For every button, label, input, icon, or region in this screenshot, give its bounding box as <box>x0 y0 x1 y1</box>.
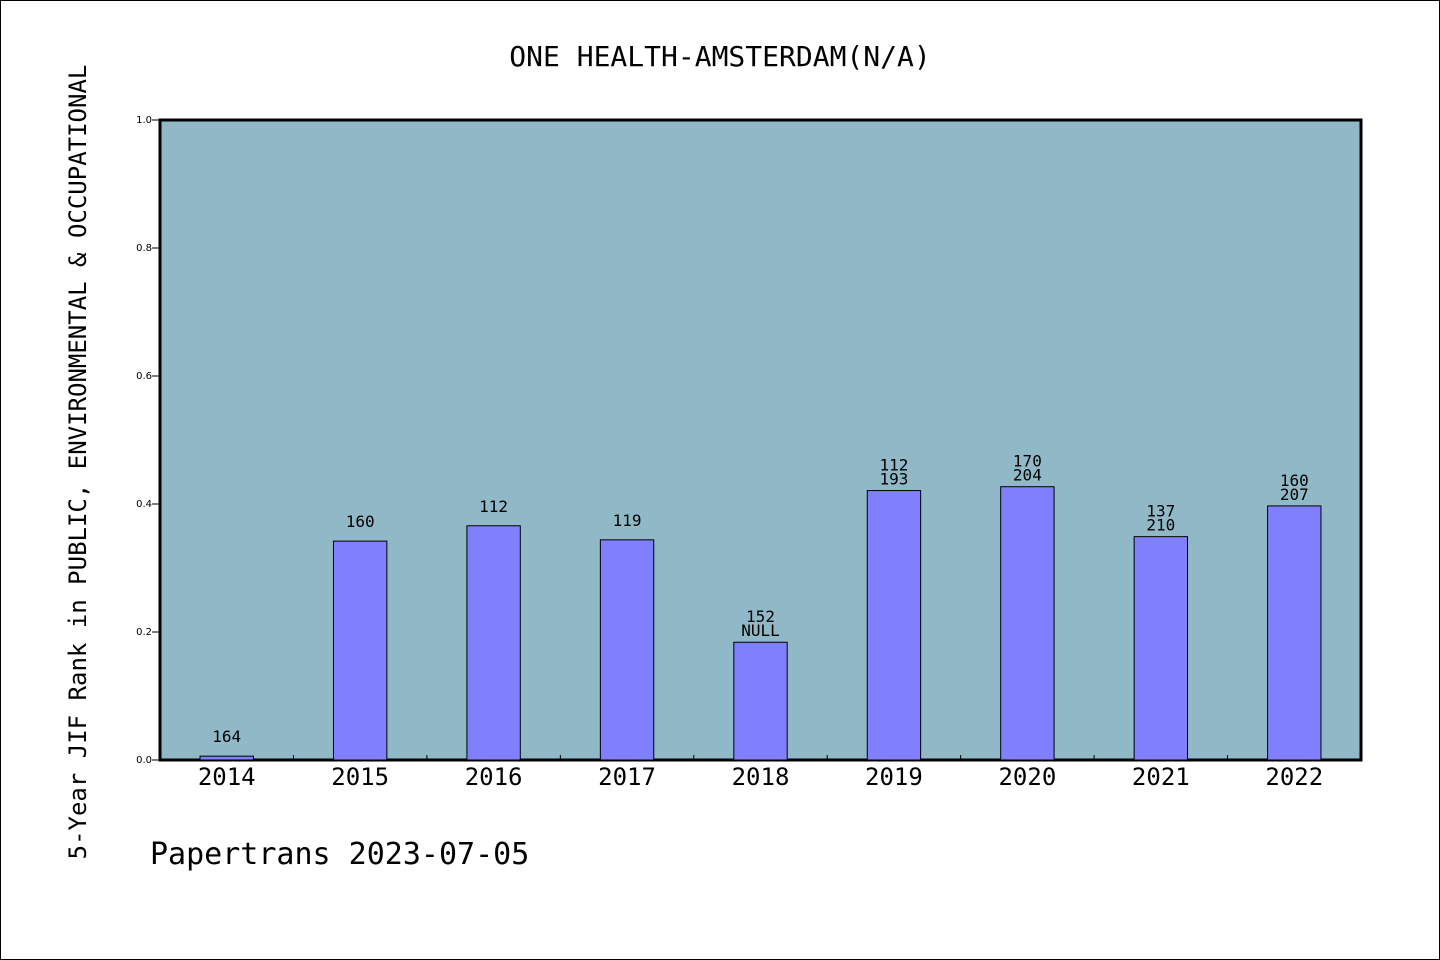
bar-data-label: 207 <box>1280 485 1309 504</box>
bar-data-label: 137 <box>1146 502 1175 521</box>
chart-title: ONE HEALTH-AMSTERDAM(N/A) <box>509 40 930 73</box>
y-tick-label: 0.4 <box>136 499 152 510</box>
bar-data-label: 193 <box>879 470 908 489</box>
bar-2021 <box>1133 536 1189 761</box>
y-axis-label: 5-Year JIF Rank in PUBLIC, ENVIRONMENTAL… <box>64 65 92 860</box>
bar-data-label: 160 <box>1280 471 1309 490</box>
bar-data-label: 204 <box>1013 466 1042 485</box>
bar-2022 <box>1267 505 1322 761</box>
x-tick-label: 2019 <box>865 763 923 791</box>
x-tick-label: 2020 <box>998 763 1056 791</box>
bar-data-label: 164 <box>212 727 241 746</box>
bar-data-label: 160 <box>346 512 375 531</box>
bar-data-label: 119 <box>613 511 642 530</box>
x-tick-label: 2014 <box>198 763 256 791</box>
bar-2015 <box>332 540 388 761</box>
x-tick-label: 2016 <box>465 763 523 791</box>
bar-2014 <box>199 755 254 761</box>
x-tick-label: 2015 <box>331 763 389 791</box>
bar-data-label: 210 <box>1146 516 1175 535</box>
x-tick-label: 2018 <box>732 763 790 791</box>
bars <box>199 486 1322 761</box>
footer-credit: Papertrans 2023-07-05 <box>150 837 529 872</box>
y-tick-label: 0.8 <box>136 243 152 254</box>
x-tick-label: 2017 <box>598 763 656 791</box>
bar-data-label: 112 <box>879 456 908 475</box>
x-axis-ticks: 2014 2015 2016 2017 2018 2019 2020 2021 2022 <box>198 755 1323 791</box>
y-tick-label: 0.2 <box>136 627 152 638</box>
y-tick-label: 0.0 <box>136 755 152 766</box>
bar-2017 <box>599 539 655 761</box>
bar-2018 <box>733 641 788 761</box>
bar-data-label: 152 <box>746 607 775 626</box>
bar-2019 <box>866 490 922 761</box>
y-tick-label: 0.6 <box>136 371 152 382</box>
bar-2016 <box>466 525 521 761</box>
x-tick-label: 2021 <box>1132 763 1190 791</box>
bar-data-label: NULL <box>741 621 780 640</box>
x-tick-label: 2022 <box>1265 763 1323 791</box>
bar-2020 <box>1000 486 1055 761</box>
bar-data-label: 112 <box>479 497 508 516</box>
y-tick-label: 1.0 <box>136 115 152 126</box>
bar-labels: 164160112119152NULL112193170204137210160… <box>212 452 1308 746</box>
y-axis-ticks: 0.0 0.2 0.4 0.6 0.8 1.0 <box>136 115 160 766</box>
bar-data-label: 170 <box>1013 452 1042 471</box>
